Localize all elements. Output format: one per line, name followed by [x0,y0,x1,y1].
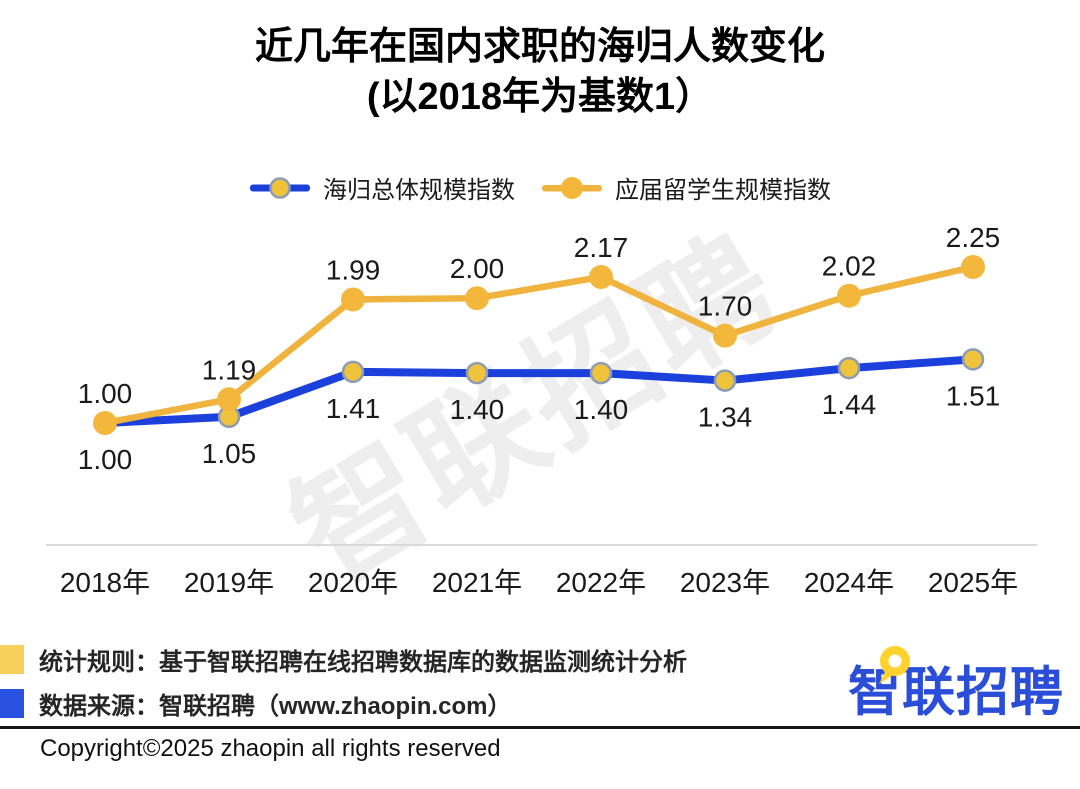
series-0-marker [713,369,737,392]
legend-marker-blue-series-icon [250,176,310,199]
series-1-value-label: 2.00 [450,253,505,284]
series-1-marker [217,387,241,412]
series-1-marker [713,323,737,348]
series-1-value-label: 1.00 [78,378,133,409]
series-0-marker [465,361,489,385]
series-0-value-label: 1.51 [946,380,1001,411]
x-axis-tick-label: 2025年 [928,567,1018,598]
series-1-value-label: 1.19 [202,354,257,385]
series-1-value-label: 1.99 [326,254,381,285]
x-axis-tick-label: 2021年 [432,567,522,598]
footnote-statistics-rule-text: 统计规则：基于智联招聘在线招聘数据库的数据监测统计分析 [39,649,687,676]
blue-swatch-icon [0,689,24,718]
x-axis-tick-label: 2020年 [308,567,398,598]
page-title: 近几年在国内求职的海归人数变化 (以2018年为基数1） [0,22,1080,122]
series-0-marker [837,356,861,380]
series-0-value-label: 1.34 [698,402,753,433]
series-0-value-label: 1.44 [822,389,877,420]
footnote-data-source: 数据来源：智联招聘（www.zhaopin.com） [0,686,687,721]
x-axis-tick-label: 2018年 [60,567,150,598]
zhaopin-logo: 智联招聘 [848,646,1064,722]
series-0-value-label: 1.00 [78,444,133,475]
zhaopin-pin-icon [879,646,910,684]
series-0-line [101,355,977,427]
series-0-marker [341,360,365,384]
series-1-marker [465,286,489,311]
legend-label-returnee-total: 海归总体规模指数 [323,177,515,204]
x-axis-tick-label: 2019年 [184,567,274,598]
chart-title-line1: 近几年在国内求职的海归人数变化 [254,26,825,68]
series-1-value-label: 2.25 [946,222,1001,253]
legend-item-fresh-graduates: 应届留学生规模指数 [541,170,831,205]
series-1-value-label: 1.70 [698,291,753,322]
series-1-marker [341,287,365,312]
legend-dot-sample [561,176,583,199]
chart-legend: 海归总体规模指数 应届留学生规模指数 [0,170,1080,205]
series-1-marker [589,264,613,289]
legend-item-returnee-total: 海归总体规模指数 [249,170,515,205]
series-0-marker [961,348,985,371]
footnote-data-source-text: 数据来源：智联招聘（www.zhaopin.com） [39,693,512,720]
x-axis-tick-label: 2024年 [804,567,894,598]
series-0-value-label: 1.40 [450,394,505,425]
footer-divider [0,726,1080,729]
legend-label-fresh-graduates: 应届留学生规模指数 [615,177,831,204]
series-0-value-label: 1.40 [574,394,629,425]
series-0-value-label: 1.05 [202,438,257,469]
footnotes: 统计规则：基于智联招聘在线招聘数据库的数据监测统计分析 数据来源：智联招聘（ww… [0,642,687,730]
series-1-value-label: 2.02 [822,251,877,282]
zhaopin-logo-text: 智联招聘 [848,663,1064,722]
chart-title-line2: (以2018年为基数1） [366,76,714,119]
series-1-marker [837,283,861,308]
x-axis-tick-label: 2023年 [680,567,770,598]
series-1-marker [93,411,117,435]
yellow-swatch-icon [0,645,24,674]
footnote-statistics-rule: 统计规则：基于智联招聘在线招聘数据库的数据监测统计分析 [0,642,687,677]
series-1-line [101,263,977,427]
legend-dot-sample [269,176,291,199]
series-1-marker [961,255,985,279]
copyright-text: Copyright©2025 zhaopin all rights reserv… [40,735,501,762]
series-0-marker [589,361,613,385]
legend-marker-yellow-series-icon [542,176,602,199]
series-0-value-label: 1.41 [326,393,381,424]
x-axis-tick-label: 2022年 [556,567,646,598]
series-1-value-label: 2.17 [574,232,629,263]
